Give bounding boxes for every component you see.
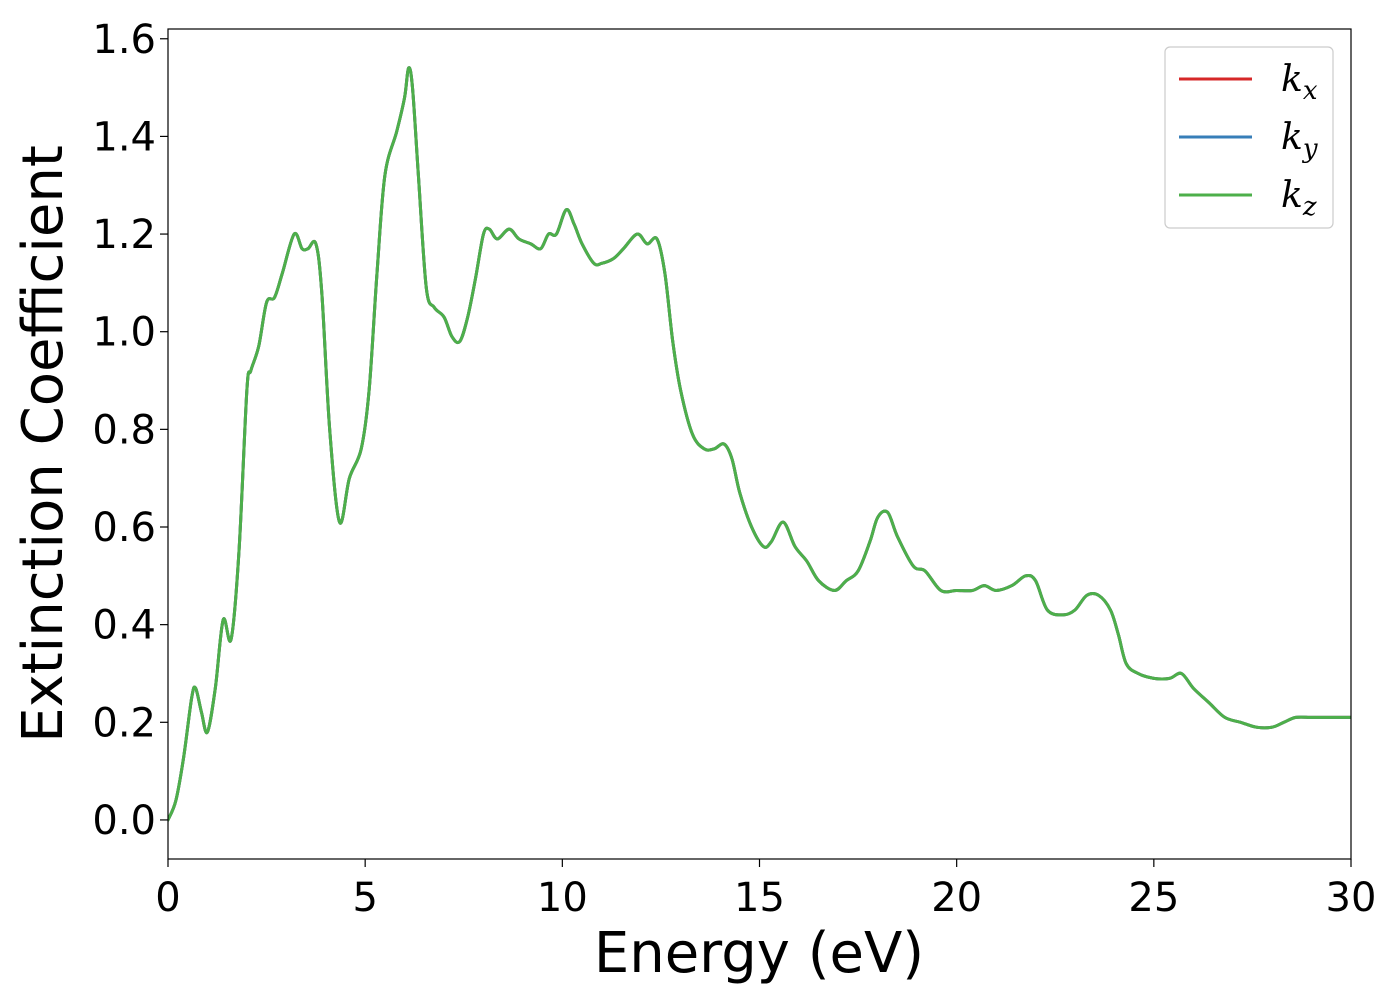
y-tick-label: 1.4 <box>92 114 156 160</box>
legend-label-ky: ky <box>1281 117 1318 164</box>
y-tick-label: 0.8 <box>92 407 156 453</box>
y-axis-label: Extinction Coefficient <box>11 145 76 743</box>
x-tick-label: 30 <box>1326 875 1377 921</box>
legend-label-subscript: y <box>1302 134 1318 164</box>
legend-label-subscript: x <box>1303 76 1318 106</box>
legend-label-kz: kz <box>1281 175 1317 222</box>
x-axis-ticks: 0 5 10 15 20 25 30 <box>155 859 1376 921</box>
x-axis-label: Energy (eV) <box>594 921 924 986</box>
legend-label-base: k <box>1281 59 1303 100</box>
x-tick-label: 5 <box>352 875 377 921</box>
legend-label-base: k <box>1281 175 1303 216</box>
y-tick-label: 0.6 <box>92 505 156 551</box>
y-tick-label: 0.2 <box>92 700 156 746</box>
series-line-k-z <box>168 66 1351 822</box>
x-tick-label: 25 <box>1128 875 1179 921</box>
y-tick-label: 0.4 <box>92 603 156 649</box>
legend-label-base: k <box>1281 117 1303 158</box>
x-tick-label: 20 <box>931 875 982 921</box>
legend-label-subscript: z <box>1302 192 1317 222</box>
y-tick-label: 1.0 <box>92 310 156 356</box>
x-tick-label: 10 <box>537 875 588 921</box>
x-tick-label: 15 <box>734 875 785 921</box>
legend-label-kx: kx <box>1281 59 1318 106</box>
y-tick-label: 1.6 <box>92 17 156 63</box>
y-tick-label: 1.2 <box>92 212 156 258</box>
y-axis-ticks: 0.0 0.2 0.4 0.6 0.8 1.0 1.2 1.4 1.6 <box>92 17 168 844</box>
x-tick-label: 0 <box>155 875 180 921</box>
y-tick-label: 0.0 <box>92 798 156 844</box>
series-layer <box>168 66 1351 822</box>
